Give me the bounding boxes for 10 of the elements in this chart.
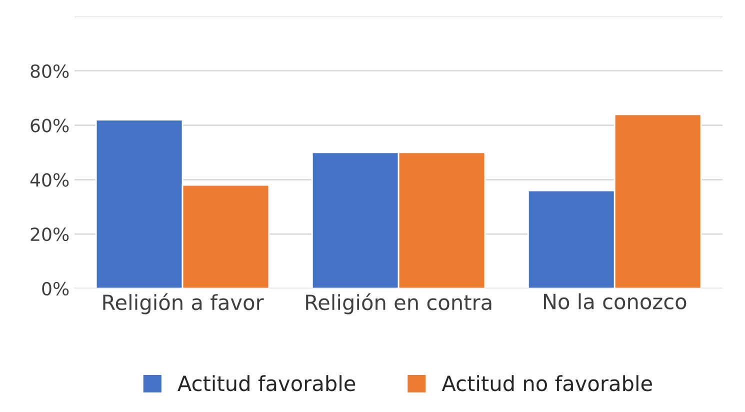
y-tick-label: 40% (30, 173, 69, 187)
y-tick-label: 80% (30, 64, 69, 78)
y-tick-label: 60% (30, 118, 69, 132)
x-tick-label: No la conozco (544, 293, 686, 310)
legend-label: Actitud no favorable (442, 375, 652, 392)
x-tick-label: Religión en contra (306, 293, 492, 314)
y-tick-label: 0% (42, 282, 69, 296)
x-tick-label: Religión a favor (103, 293, 264, 314)
legend-label: Actitud favorable (178, 375, 356, 392)
y-tick-label: 20% (30, 227, 69, 242)
